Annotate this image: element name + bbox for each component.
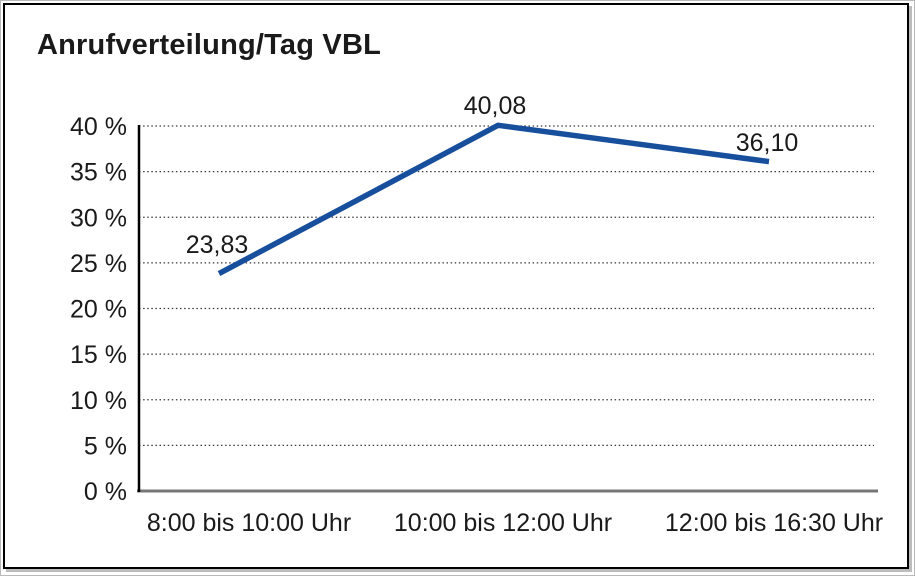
chart-title: Anrufverteilung/Tag VBL <box>37 29 382 61</box>
data-label: 36,10 <box>736 129 799 157</box>
y-tick-label: 40 % <box>70 113 127 141</box>
x-category-label: 8:00 bis 10:00 Uhr <box>147 509 351 537</box>
y-tick-label: 20 % <box>70 296 127 324</box>
y-tick-label: 25 % <box>70 250 127 278</box>
x-category-label: 10:00 bis 12:00 Uhr <box>394 509 612 537</box>
x-category-label: 12:00 bis 16:30 Uhr <box>665 509 883 537</box>
y-tick-label: 35 % <box>70 159 127 187</box>
y-tick-label: 10 % <box>70 387 127 415</box>
y-tick-label: 5 % <box>84 432 127 460</box>
data-label: 23,83 <box>186 231 249 259</box>
data-label: 40,08 <box>464 92 527 120</box>
y-tick-label: 15 % <box>70 341 127 369</box>
y-tick-label: 0 % <box>84 478 127 506</box>
y-tick-label: 30 % <box>70 204 127 232</box>
series-polyline <box>217 122 770 277</box>
